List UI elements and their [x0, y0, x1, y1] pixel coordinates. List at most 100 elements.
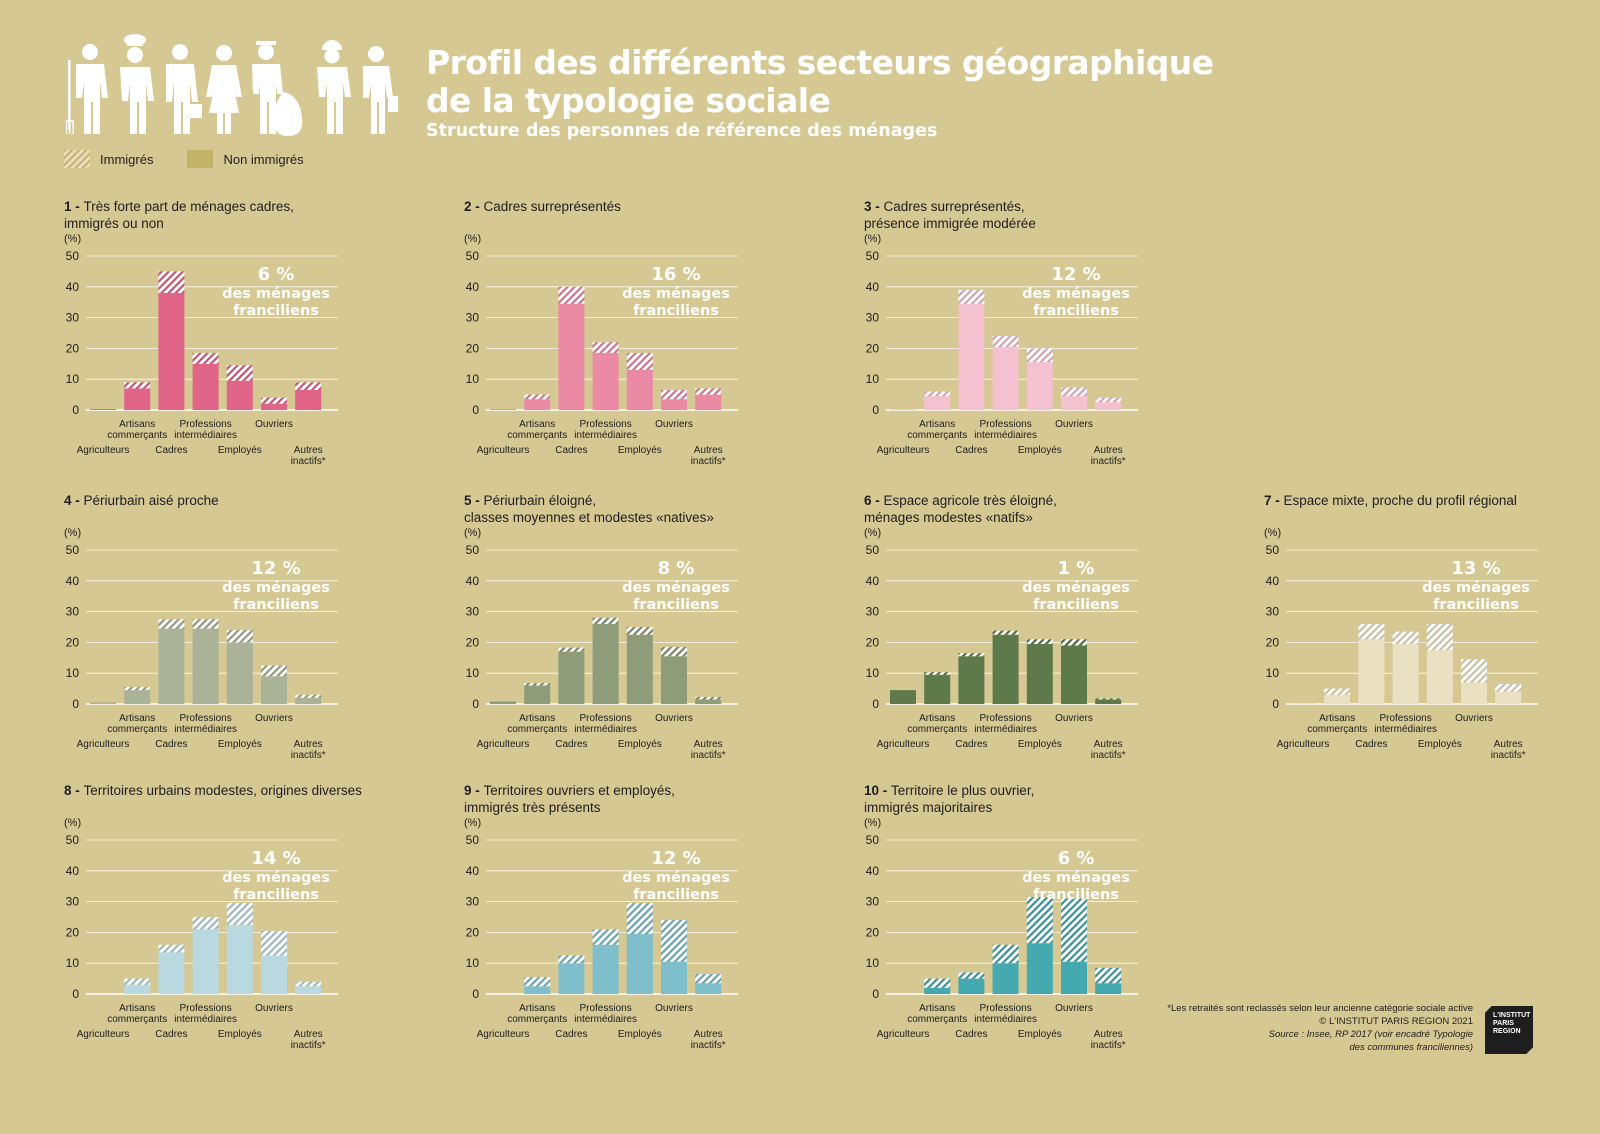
share-label-line-1: des ménages: [1022, 286, 1130, 302]
chart-title-line: 8 - Territoires urbains modestes, origin…: [64, 782, 414, 799]
bar-immigres: [1026, 896, 1053, 944]
bar-non-immigres: [490, 409, 516, 410]
bar-immigres: [1095, 397, 1122, 403]
x-tick-label: Professions: [979, 1003, 1031, 1014]
chart-4: 4 - Périurbain aisé proche (%) 0 10 20 30 40 50…: [64, 492, 416, 772]
x-tick-label: Professions: [179, 1003, 231, 1014]
legend-item-immigres: Immigrés: [64, 150, 153, 168]
y-tick-label: 30: [866, 311, 880, 325]
bar-immigres: [158, 619, 185, 629]
bar-non-immigres: [661, 961, 687, 994]
x-tick-label: Autres: [1494, 739, 1523, 750]
bar-immigres: [958, 653, 985, 657]
bar-immigres: [226, 365, 253, 381]
y-tick-label: 10: [66, 956, 80, 970]
share-label-line-2: franciliens: [233, 303, 319, 319]
chart-number: 10 -: [864, 783, 892, 798]
bar-immigres: [1026, 639, 1053, 644]
bar-non-immigres: [924, 674, 951, 704]
bar-immigres: [1324, 688, 1351, 695]
x-tick-label: commerçants: [907, 430, 967, 441]
bar-non-immigres: [158, 292, 185, 410]
y-tick-label: 10: [866, 372, 880, 386]
chart-title-line: 6 - Espace agricole très éloigné,: [864, 492, 1214, 509]
x-tick-label: Agriculteurs: [877, 1029, 930, 1040]
bar-non-immigres: [626, 634, 653, 704]
bar-non-immigres: [924, 987, 951, 994]
bar-non-immigres: [661, 399, 687, 410]
y-tick-label: 20: [466, 341, 480, 355]
bar-immigres: [295, 694, 322, 698]
y-tick-label: 10: [66, 666, 80, 680]
x-tick-label: Cadres: [955, 739, 987, 750]
bar-immigres: [1358, 623, 1385, 640]
y-tick-label: 50: [866, 249, 880, 263]
y-tick-label: 20: [866, 341, 880, 355]
footer-copyright: © L'INSTITUT PARIS REGION 2021: [1319, 1016, 1473, 1027]
y-tick-label: 20: [866, 925, 880, 939]
x-tick-label: intermédiaires: [174, 1014, 237, 1025]
logo-line-3: REGION: [1493, 1028, 1521, 1035]
x-tick-label: intermédiaires: [1374, 724, 1437, 735]
bar-non-immigres: [1495, 691, 1522, 704]
bar-non-immigres: [1392, 643, 1419, 704]
bar-non-immigres: [261, 955, 287, 994]
share-value: 6 %: [258, 264, 295, 285]
x-tick-label: Agriculteurs: [77, 739, 130, 750]
y-tick-label: 50: [1266, 543, 1280, 557]
bar-immigres: [226, 630, 253, 643]
share-label-line-1: des ménages: [222, 580, 330, 596]
x-tick-label: Employés: [218, 1029, 262, 1040]
x-tick-label: Cadres: [155, 445, 187, 456]
x-tick-label: Autres: [694, 1029, 723, 1040]
x-tick-label: Ouvriers: [655, 1003, 693, 1014]
bar-non-immigres: [1026, 362, 1053, 410]
share-label-line-2: franciliens: [233, 887, 319, 903]
percent-axis-label: (%): [864, 527, 881, 539]
y-tick-label: 0: [472, 987, 479, 1001]
x-tick-label: inactifs*: [691, 1040, 726, 1051]
bar-immigres: [1426, 623, 1453, 651]
share-value: 8 %: [658, 558, 695, 579]
x-tick-label: Artisans: [919, 713, 955, 724]
page-title-line-1: Profil des différents secteurs géographi…: [426, 43, 1214, 82]
share-value: 12 %: [651, 848, 700, 869]
x-tick-label: Professions: [579, 419, 631, 430]
bar-non-immigres: [1426, 650, 1453, 704]
bar-non-immigres: [295, 389, 322, 410]
bar-immigres: [261, 930, 287, 956]
x-tick-label: intermédiaires: [974, 430, 1037, 441]
x-tick-label: Agriculteurs: [77, 1029, 130, 1040]
y-tick-label: 20: [66, 341, 80, 355]
y-tick-label: 10: [466, 956, 480, 970]
chart-title-text: Territoires ouvriers et employés,: [483, 783, 675, 798]
x-tick-label: inactifs*: [1091, 456, 1126, 467]
chart-title: 9 - Territoires ouvriers et employés, imm…: [464, 782, 814, 816]
chart-number: 8 -: [64, 783, 84, 798]
bar-non-immigres: [158, 952, 185, 994]
x-tick-label: Cadres: [555, 1029, 587, 1040]
y-tick-label: 30: [866, 605, 880, 619]
bar-non-immigres: [958, 978, 985, 994]
bar-non-immigres: [695, 394, 722, 410]
bar-immigres: [558, 955, 585, 964]
share-label-line-2: franciliens: [1033, 887, 1119, 903]
share-label-line-2: franciliens: [633, 303, 719, 319]
bar-immigres: [295, 382, 322, 390]
bar-non-immigres: [90, 409, 116, 410]
chart-svg: (%) 0 10 20 30 40 50 Agriculteurs Artisanscommer…: [464, 527, 738, 761]
x-tick-label: Ouvriers: [255, 1003, 293, 1014]
x-tick-label: Professions: [979, 713, 1031, 724]
bar-non-immigres: [1061, 961, 1087, 994]
bar-immigres: [192, 353, 219, 364]
bar-non-immigres: [524, 399, 551, 410]
chart-title-text: Cadres surreprésentés: [483, 199, 621, 214]
bar-immigres: [124, 978, 151, 985]
bar-non-immigres: [192, 929, 219, 994]
x-tick-label: Ouvriers: [1055, 419, 1093, 430]
chart-2: 2 - Cadres surreprésentés (%) 0 10 20 30 40 50 A…: [464, 198, 816, 478]
x-tick-label: Employés: [618, 445, 662, 456]
hatch-swatch-icon: [64, 150, 90, 168]
bar-immigres: [992, 944, 1019, 964]
chart-svg: (%) 0 10 20 30 40 50 Agriculteurs Artisanscommer…: [864, 233, 1138, 467]
